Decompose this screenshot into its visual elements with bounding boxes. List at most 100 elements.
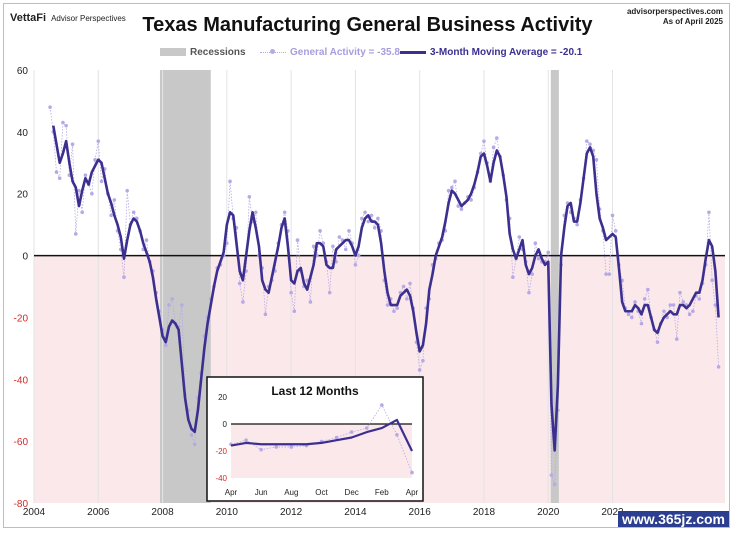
general-activity-point: [517, 235, 522, 239]
brand: VettaFi Advisor Perspectives: [10, 12, 126, 24]
general-activity-point: [376, 216, 380, 221]
legend-moving-average-label: 3-Month Moving Average = -20.1: [430, 47, 583, 58]
general-activity-point: [318, 229, 322, 233]
general-activity-point: [585, 139, 589, 143]
general-activity-point: [356, 253, 361, 258]
moving-average-line: [52, 125, 720, 452]
x-tick-label: 2014: [344, 507, 367, 518]
general-activity-point: [282, 210, 287, 215]
general-activity-point: [70, 142, 75, 147]
general-activity-point: [687, 312, 692, 317]
general-activity-point: [289, 290, 293, 295]
general-activity-point: [646, 287, 650, 292]
general-activity-point: [247, 195, 252, 199]
general-activity-point: [366, 219, 371, 224]
general-activity-point: [668, 303, 673, 307]
inset-y-tick-label: -20: [215, 447, 227, 456]
general-activity-point: [607, 272, 612, 276]
legend-moving-average: 3-Month Moving Average = -20.1: [400, 47, 582, 58]
general-activity-point: [292, 309, 297, 314]
general-activity-point: [331, 244, 335, 249]
general-activity-point: [228, 179, 232, 184]
inset-x-tick-label: Oct: [315, 488, 328, 497]
legend-general-activity: General Activity = -35.8: [260, 47, 400, 58]
line-swatch-icon: [400, 50, 426, 54]
inset-general-activity-point: [244, 438, 248, 443]
general-activity-point: [337, 235, 342, 239]
inset-x-tick-label: Aug: [284, 488, 298, 497]
general-activity-point: [588, 142, 592, 147]
general-activity-point: [347, 229, 351, 233]
general-activity-point: [353, 263, 358, 267]
general-activity-point: [369, 213, 374, 218]
general-activity-point: [642, 297, 647, 301]
general-activity-point: [241, 300, 245, 304]
general-activity-point: [674, 337, 679, 341]
y-tick-label: 40: [17, 128, 29, 139]
general-activity-point: [83, 173, 88, 177]
general-activity-point: [707, 210, 711, 215]
inset-general-activity-point: [289, 445, 294, 449]
x-tick-label: 2018: [473, 507, 496, 518]
general-activity-point: [459, 207, 464, 211]
general-activity-point: [716, 365, 721, 369]
x-tick-label: 2008: [151, 507, 174, 518]
inset-x-tick-label: Dec: [345, 488, 359, 497]
general-activity-point: [482, 139, 486, 143]
general-activity-point: [93, 157, 97, 162]
general-activity-point: [180, 303, 184, 307]
general-activity-point: [527, 290, 531, 295]
general-activity-point: [713, 303, 718, 307]
general-activity-point: [57, 176, 62, 181]
general-activity-point: [575, 222, 579, 227]
general-activity-point: [395, 306, 399, 310]
general-activity-point: [594, 157, 599, 162]
brand-logo: VettaFi: [10, 12, 47, 24]
general-activity-point: [131, 210, 136, 215]
general-activity-point: [96, 139, 101, 143]
general-activity-point: [253, 210, 258, 215]
general-activity-point: [604, 272, 608, 276]
general-activity-point: [530, 272, 534, 276]
general-activity-point: [385, 303, 390, 307]
general-activity-point: [495, 136, 499, 140]
general-activity-point: [417, 368, 422, 372]
general-activity-point: [163, 343, 168, 348]
general-activity-point: [167, 303, 171, 307]
dotted-marker-swatch-icon: [260, 48, 286, 56]
inset-general-activity-point: [395, 433, 399, 437]
general-activity-point: [408, 281, 412, 286]
general-activity-point: [295, 238, 300, 242]
general-activity-point: [456, 204, 461, 208]
general-activity-point: [327, 290, 332, 295]
general-activity-point: [61, 120, 65, 125]
inset-general-activity-point: [274, 445, 279, 449]
general-activity-point: [189, 433, 194, 437]
inset-y-tick-label: 20: [218, 393, 227, 402]
general-activity-point: [263, 312, 268, 317]
inset-general-activity-point: [334, 435, 339, 440]
general-activity-point: [533, 241, 538, 245]
x-tick-label: 2006: [87, 507, 110, 518]
general-activity-point: [90, 191, 94, 196]
y-tick-label: 60: [17, 66, 29, 77]
general-activity-point: [125, 188, 130, 193]
inset-general-activity-point: [364, 426, 369, 430]
general-activity-point: [112, 198, 117, 202]
general-activity-point: [109, 213, 113, 218]
general-activity-point: [99, 179, 104, 184]
general-activity-point: [372, 225, 377, 230]
chart-title: Texas Manufacturing General Business Act…: [142, 14, 593, 36]
general-activity-point: [122, 275, 126, 280]
general-activity-point: [681, 300, 686, 304]
general-activity-point: [710, 278, 714, 283]
general-activity-point: [73, 232, 78, 236]
y-tick-label: 20: [17, 190, 29, 201]
general-activity-point: [552, 482, 557, 487]
inset-general-activity-point: [349, 430, 354, 434]
x-tick-label: 2012: [280, 507, 303, 518]
as-of-date: As of April 2025: [662, 17, 723, 26]
general-activity-point: [633, 300, 637, 304]
inset-general-activity-point: [259, 447, 263, 452]
general-activity-point: [343, 247, 348, 252]
